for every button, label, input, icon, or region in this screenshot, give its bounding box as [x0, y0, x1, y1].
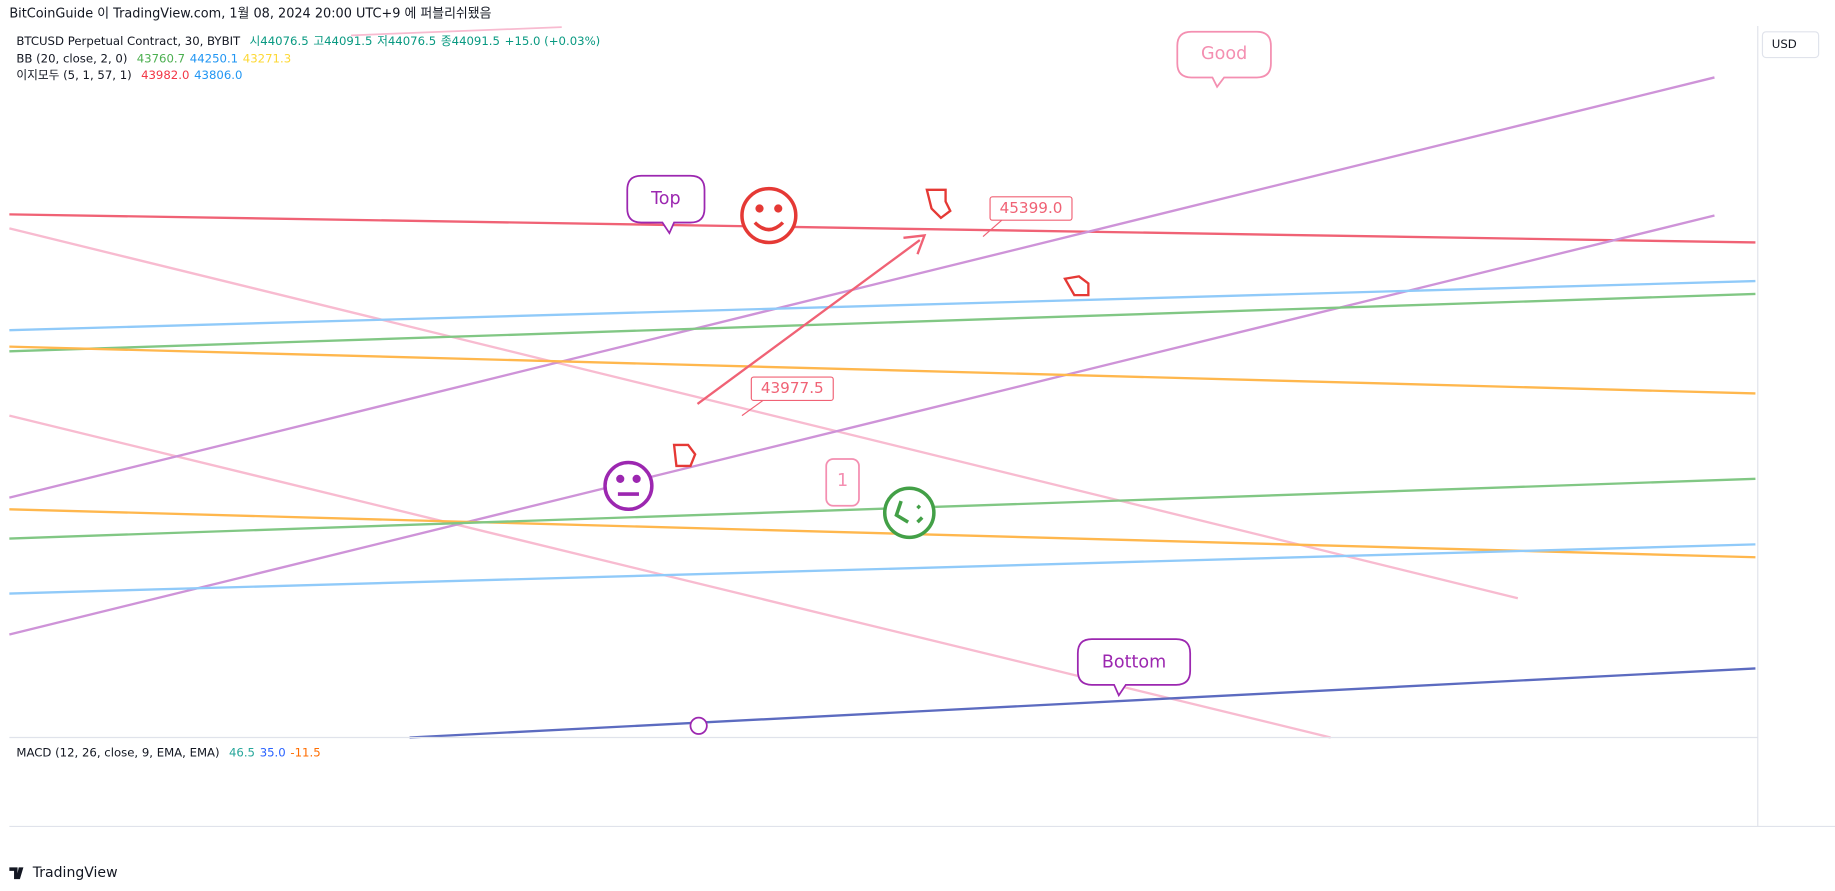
bb-legend: BB (20, close, 2, 0) 43760.7 44250.1 43271.…: [16, 51, 291, 65]
price-callout-text: 45399.0: [1000, 199, 1063, 217]
brand: TradingView: [32, 865, 118, 881]
trend-line: [9, 292, 1756, 353]
macd-legend: MACD (12, 26, close, 9, EMA, EMA) 46.5 35.…: [16, 745, 320, 759]
annotations: Good Top Bottom 1 45399.0 43977.5: [603, 30, 1272, 735]
price-callout-text: 43977.5: [761, 379, 824, 397]
ez-value: 43806.0: [194, 68, 242, 82]
ohlc: 고44091.5: [313, 34, 372, 48]
trend-line: [9, 279, 1756, 332]
event-icon: [689, 716, 708, 735]
trend-line: [9, 214, 1715, 636]
currency: USD: [1772, 37, 1797, 51]
emoji-green: [882, 486, 936, 540]
bb-value: 43271.3: [243, 51, 291, 65]
symbol-name: BTCUSD Perpetual Contract, 30, BYBIT: [16, 34, 241, 48]
price-callout: [750, 376, 834, 402]
arrow: [696, 239, 921, 405]
brand-logo: [9, 867, 24, 880]
callout-text: Bottom: [1102, 653, 1166, 673]
currency-box: [1761, 31, 1820, 59]
ez-name: 이지모두 (5, 1, 57, 1): [16, 68, 131, 82]
hand-icon: [672, 188, 1090, 468]
callout: [626, 174, 706, 235]
bb-value: 43760.7: [137, 51, 185, 65]
emoji-happy: [740, 186, 798, 245]
trend-line: [351, 26, 562, 37]
ez-legend: 이지모두 (5, 1, 57, 1) 43982.0 43806.0: [16, 68, 242, 82]
trend-line: [9, 227, 1519, 600]
trend-line: [409, 667, 1756, 739]
legend: BitCoinGuide 이 TradingView.com, 1월 08, 2…: [9, 7, 600, 881]
trend-line: [9, 345, 1756, 395]
ohlc: 저44076.5: [377, 34, 436, 48]
trend-line: [9, 477, 1756, 540]
note-box: [825, 458, 860, 507]
bb-name: BB (20, close, 2, 0): [16, 51, 127, 65]
emoji-neutral: [603, 460, 654, 512]
trend-line: [9, 76, 1715, 499]
bb-value: 44250.1: [190, 51, 238, 65]
trend-line: [9, 508, 1756, 559]
callout-text: Good: [1201, 44, 1247, 64]
ez-value: 43982.0: [141, 68, 189, 82]
drawings: [9, 26, 1756, 739]
macd-value: 46.5: [229, 745, 255, 759]
ohlc: 종44091.5: [441, 34, 500, 48]
macd-name: MACD (12, 26, close, 9, EMA, EMA): [16, 745, 219, 759]
publish-title: BitCoinGuide 이 TradingView.com, 1월 08, 2…: [9, 7, 491, 22]
price-callout: [989, 196, 1073, 221]
price-callout-pointer: [982, 219, 1003, 238]
callout: [1076, 638, 1192, 698]
callout: [1176, 30, 1272, 89]
price-callout-pointer: [741, 399, 764, 417]
trend-line: [9, 213, 1756, 244]
arrow-head: [903, 234, 927, 255]
symbol: BTCUSD Perpetual Contract, 30, BYBIT 시440…: [16, 34, 600, 48]
macd-value: 35.0: [260, 745, 286, 759]
note-text: 1: [837, 471, 848, 491]
macd-value: -11.5: [290, 745, 320, 759]
ohlc: 시44076.5: [250, 34, 309, 48]
trend-line: [9, 414, 1331, 739]
trend-line: [9, 543, 1756, 595]
callout-text: Top: [650, 189, 681, 209]
ohlc-change: +15.0 (+0.03%): [505, 34, 601, 48]
